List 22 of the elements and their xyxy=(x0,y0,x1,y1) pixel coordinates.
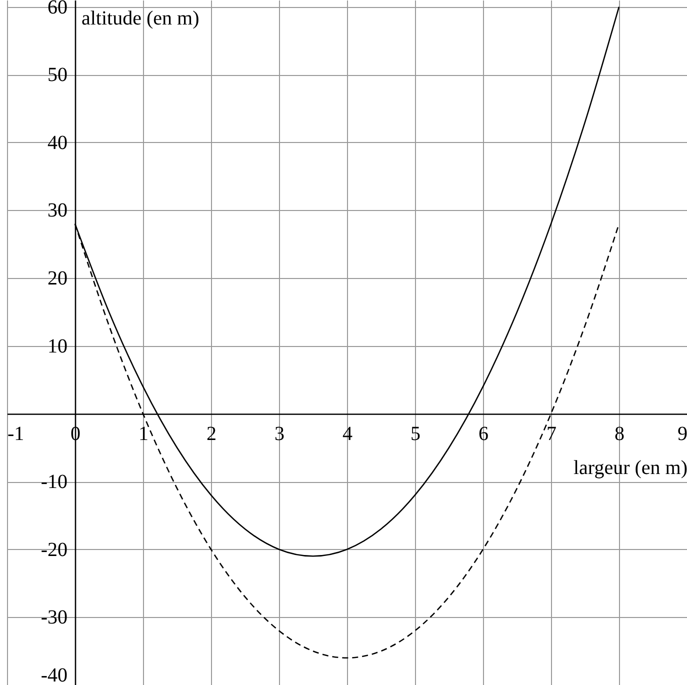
y-axis-title: altitude (en m) xyxy=(82,8,200,30)
x-tick-label: 2 xyxy=(206,423,216,446)
y-tick-label: 40 xyxy=(48,132,68,154)
x-tick-label: 4 xyxy=(342,423,352,446)
y-tick-label: -10 xyxy=(40,471,68,494)
x-tick-label: 5 xyxy=(410,423,420,446)
y-tick-label: 20 xyxy=(48,268,68,290)
y-tick-label: -20 xyxy=(40,538,68,561)
x-tick-label: 8 xyxy=(614,423,624,446)
y-tick-label: -30 xyxy=(40,606,68,629)
x-tick-label: -1 xyxy=(8,423,24,446)
x-tick-label: 9 xyxy=(678,423,687,446)
x-tick-label: 3 xyxy=(274,423,284,446)
y-tick-label: 50 xyxy=(48,64,68,86)
y-tick-label: 10 xyxy=(48,335,68,358)
y-tick-label: 60 xyxy=(48,0,68,18)
x-axis-title: largeur (en m) xyxy=(573,457,687,480)
x-tick-label: 6 xyxy=(478,423,488,446)
y-tick-label: -40 xyxy=(40,664,68,685)
x-tick-label: 1 xyxy=(138,423,148,446)
x-tick-label: 7 xyxy=(546,423,556,446)
y-tick-label: 30 xyxy=(48,200,68,222)
